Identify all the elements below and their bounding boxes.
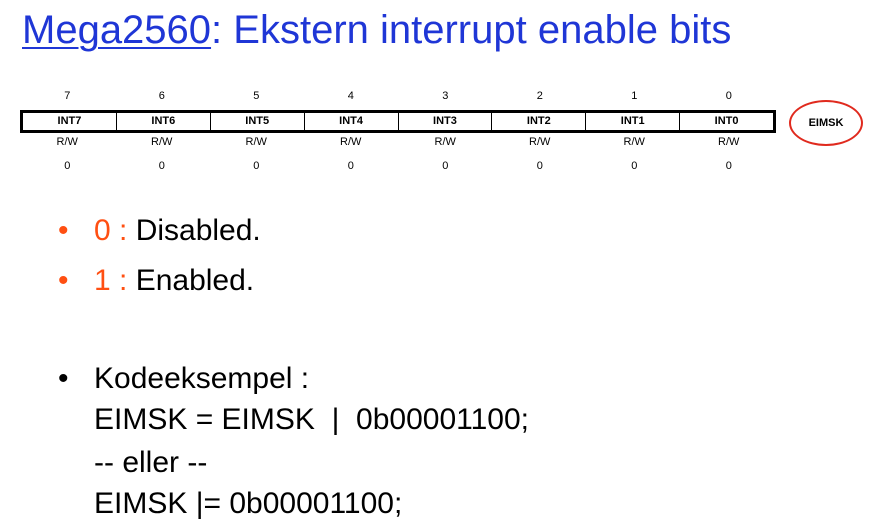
bit-name-cell: INT4 xyxy=(305,113,399,130)
bullet-code-example: • Kodeeksempel : xyxy=(58,362,309,396)
reset-value: 0 xyxy=(725,160,732,172)
bit-number: 0 xyxy=(725,90,732,102)
title-rest: : Ekstern interrupt enable bits xyxy=(211,8,732,52)
register-bit-table: INT7 INT6 INT5 INT4 INT3 INT2 INT1 INT0 xyxy=(20,110,776,133)
bullet-disabled: • 0 : Disabled. xyxy=(58,214,261,248)
code-heading: Kodeeksempel : xyxy=(94,362,310,395)
bullet-dot-icon: • xyxy=(58,214,69,247)
code-line: EIMSK |= 0b00001100; xyxy=(94,487,403,520)
bit-number: 4 xyxy=(347,90,354,102)
access-label: R/W xyxy=(56,136,78,148)
bit-name-cell: INT7 xyxy=(23,113,117,130)
bit-name-cell: INT5 xyxy=(211,113,305,130)
access-label: R/W xyxy=(718,136,740,148)
access-label: R/W xyxy=(340,136,362,148)
bullet-text: Disabled. xyxy=(127,214,261,247)
reset-value: 0 xyxy=(253,160,260,172)
bullet-dot-icon: • xyxy=(58,362,69,395)
code-line: -- eller -- xyxy=(94,446,208,479)
reset-value: 0 xyxy=(442,160,449,172)
reset-value: 0 xyxy=(631,160,638,172)
access-label: R/W xyxy=(434,136,456,148)
reset-value: 0 xyxy=(536,160,543,172)
access-label: R/W xyxy=(529,136,551,148)
bit-name-cell: INT3 xyxy=(399,113,493,130)
slide-title: Mega2560: Ekstern interrupt enable bits xyxy=(22,4,731,56)
bit-name-cell: INT6 xyxy=(117,113,211,130)
bit-number: 2 xyxy=(536,90,543,102)
register-name-circle: EIMSK xyxy=(789,100,863,146)
title-link[interactable]: Mega2560 xyxy=(22,8,212,52)
bit-name-cell: INT2 xyxy=(492,113,587,130)
bit-number: 7 xyxy=(64,90,71,102)
bit-name-cell: INT1 xyxy=(586,113,681,130)
bit-number: 5 xyxy=(253,90,260,102)
bullet-value: 1 : xyxy=(94,264,128,297)
access-label: R/W xyxy=(151,136,173,148)
bit-number: 3 xyxy=(442,90,449,102)
bullet-value: 0 : xyxy=(94,214,128,247)
bullet-text: Enabled. xyxy=(127,264,255,297)
access-row: R/W R/W R/W R/W R/W R/W R/W R/W xyxy=(20,136,776,148)
code-line: EIMSK = EIMSK | 0b00001100; xyxy=(94,403,529,436)
bit-number: 6 xyxy=(158,90,165,102)
bit-number-row: 7 6 5 4 3 2 1 0 xyxy=(20,90,776,102)
reset-value: 0 xyxy=(158,160,165,172)
reset-value: 0 xyxy=(347,160,354,172)
bit-name-cell: INT0 xyxy=(714,115,739,127)
reset-value: 0 xyxy=(64,160,71,172)
reset-value-row: 0 0 0 0 0 0 0 0 xyxy=(20,160,776,172)
access-label: R/W xyxy=(623,136,645,148)
bullet-enabled: • 1 : Enabled. xyxy=(58,264,254,298)
bit-number: 1 xyxy=(631,90,638,102)
bullet-dot-icon: • xyxy=(58,264,69,297)
access-label: R/W xyxy=(245,136,267,148)
